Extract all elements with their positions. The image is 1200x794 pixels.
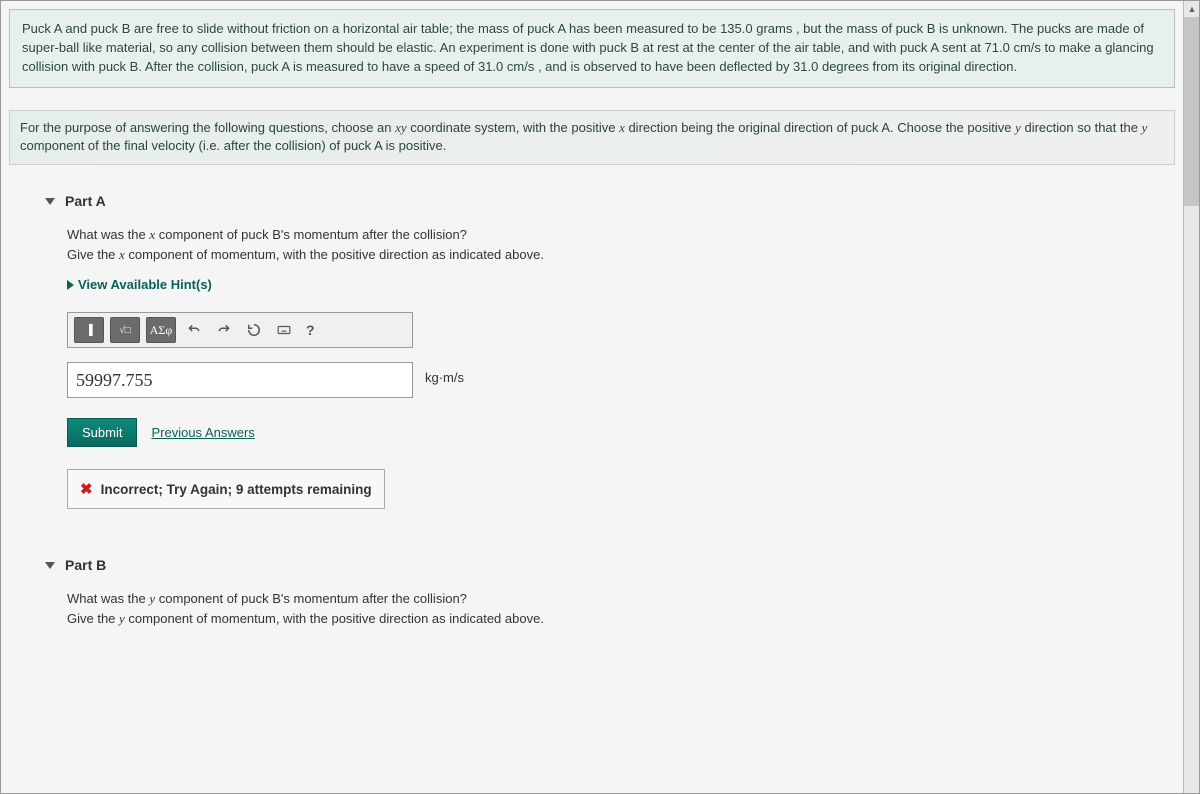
part-b-header[interactable]: Part B: [45, 557, 1139, 573]
answer-input[interactable]: [67, 362, 413, 398]
caret-down-icon: [45, 562, 55, 569]
part-a-body: What was the x component of puck B's mom…: [45, 227, 1139, 537]
content: Puck A and puck B are free to slide with…: [1, 1, 1183, 643]
coord-mid1: coordinate system, with the positive: [407, 120, 619, 135]
input-stack: ▐ √□ ΑΣφ: [67, 312, 413, 398]
template-button[interactable]: ▐: [74, 317, 104, 343]
part-a-question: What was the x component of puck B's mom…: [67, 227, 1139, 243]
problem-text: Puck A and puck B are free to slide with…: [22, 21, 1154, 74]
coordinate-instructions: For the purpose of answering the followi…: [9, 110, 1175, 166]
undo-button[interactable]: [182, 317, 206, 343]
answer-area: ▐ √□ ΑΣφ: [67, 312, 1139, 398]
caret-down-icon: [45, 198, 55, 205]
feedback-box: ✖ Incorrect; Try Again; 9 attempts remai…: [67, 469, 385, 509]
units-label: kg·m/s: [425, 370, 464, 385]
part-a-header[interactable]: Part A: [45, 193, 1139, 209]
part-a-title: Part A: [65, 193, 106, 209]
part-b-instruction: Give the y component of momentum, with t…: [67, 611, 1139, 627]
coord-pre: For the purpose of answering the followi…: [20, 120, 395, 135]
hints-label: View Available Hint(s): [78, 277, 212, 292]
vertical-scrollbar[interactable]: ▲: [1183, 1, 1199, 793]
part-a-section: Part A What was the x component of puck …: [9, 193, 1175, 549]
help-button[interactable]: ?: [302, 322, 319, 338]
keyboard-button[interactable]: [272, 317, 296, 343]
coord-mid2: direction being the original direction o…: [625, 120, 1015, 135]
formula-toolbar: ▐ √□ ΑΣφ: [67, 312, 413, 348]
coord-mid3: direction so that the: [1021, 120, 1142, 135]
part-b-body: What was the y component of puck B's mom…: [45, 591, 1139, 627]
submit-button[interactable]: Submit: [67, 418, 137, 447]
incorrect-icon: ✖: [80, 480, 93, 498]
coord-mid4: component of the final velocity (i.e. af…: [20, 138, 446, 153]
caret-right-icon: [67, 280, 74, 290]
redo-button[interactable]: [212, 317, 236, 343]
part-a-instruction: Give the x component of momentum, with t…: [67, 247, 1139, 263]
button-row: Submit Previous Answers: [67, 418, 1139, 447]
feedback-text: Incorrect; Try Again; 9 attempts remaini…: [101, 482, 372, 497]
coord-y2: y: [1142, 120, 1148, 135]
scroll-up-icon[interactable]: ▲: [1184, 1, 1200, 17]
part-b-section: Part B What was the y component of puck …: [9, 557, 1175, 635]
part-b-question: What was the y component of puck B's mom…: [67, 591, 1139, 607]
scrollbar-thumb[interactable]: [1184, 6, 1199, 206]
previous-answers-link[interactable]: Previous Answers: [151, 425, 254, 440]
greek-button[interactable]: ΑΣφ: [146, 317, 176, 343]
coord-xy: xy: [395, 120, 407, 135]
part-b-title: Part B: [65, 557, 106, 573]
view-hints-link[interactable]: View Available Hint(s): [67, 277, 1139, 292]
page-wrapper: Puck A and puck B are free to slide with…: [0, 0, 1200, 794]
reset-button[interactable]: [242, 317, 266, 343]
problem-statement: Puck A and puck B are free to slide with…: [9, 9, 1175, 88]
fraction-button[interactable]: √□: [110, 317, 140, 343]
